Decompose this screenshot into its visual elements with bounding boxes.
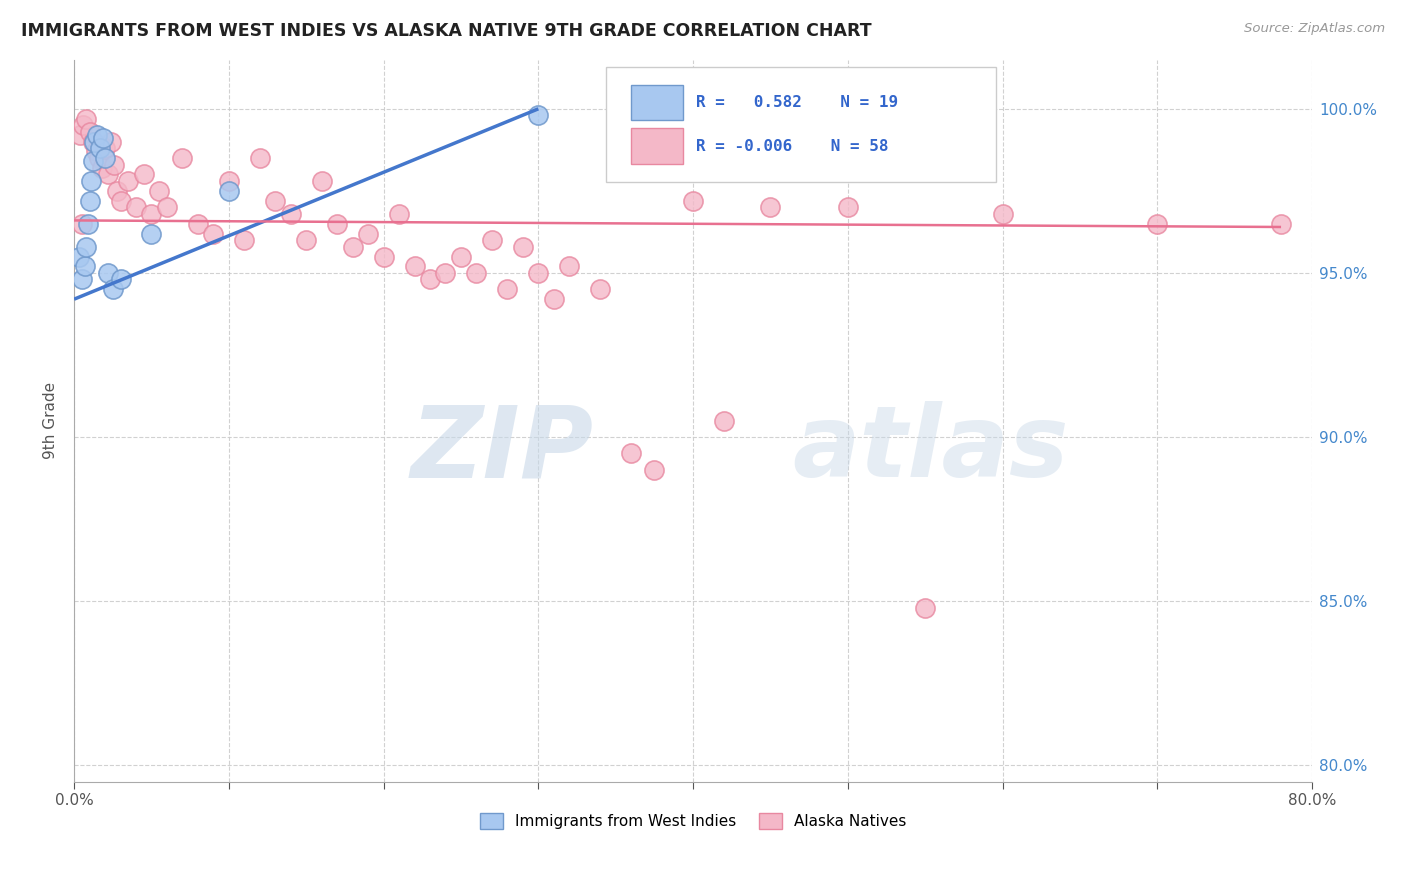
Y-axis label: 9th Grade: 9th Grade [44, 382, 58, 459]
Point [465, 266, 488, 280]
Point [79, 194, 101, 208]
Point [87, 151, 110, 165]
Text: R =   0.582    N = 19: R = 0.582 N = 19 [696, 95, 897, 111]
Point [1270, 217, 1292, 231]
Point [404, 260, 426, 274]
Point [100, 135, 122, 149]
Point [643, 463, 665, 477]
Point [682, 194, 704, 208]
Point [419, 272, 441, 286]
Point [620, 446, 643, 460]
Point [89, 141, 111, 155]
Point [110, 272, 132, 286]
Point [132, 168, 155, 182]
Legend: Immigrants from West Indies, Alaska Natives: Immigrants from West Indies, Alaska Nati… [474, 807, 912, 836]
Point [156, 200, 179, 214]
Point [172, 151, 194, 165]
FancyBboxPatch shape [631, 128, 683, 163]
Point [93, 131, 115, 145]
Point [82, 154, 104, 169]
Point [117, 174, 139, 188]
Point [218, 174, 240, 188]
Point [295, 233, 318, 247]
Point [141, 207, 163, 221]
Point [388, 207, 411, 221]
Point [110, 194, 132, 208]
Point [107, 184, 129, 198]
Point [70, 217, 93, 231]
Point [67, 250, 90, 264]
Point [97, 266, 120, 280]
Point [326, 217, 349, 231]
Point [914, 600, 936, 615]
Point [91, 161, 114, 175]
Point [342, 240, 364, 254]
Point [264, 194, 287, 208]
Point [77, 217, 100, 231]
Text: IMMIGRANTS FROM WEST INDIES VS ALASKA NATIVE 9TH GRADE CORRELATION CHART: IMMIGRANTS FROM WEST INDIES VS ALASKA NA… [21, 22, 872, 40]
Point [148, 184, 170, 198]
Point [86, 128, 108, 142]
Text: ZIP: ZIP [411, 401, 593, 498]
Point [280, 207, 302, 221]
Point [69, 128, 91, 142]
Point [94, 141, 117, 155]
Point [76, 112, 98, 126]
FancyBboxPatch shape [631, 85, 683, 120]
Point [76, 240, 98, 254]
Point [512, 240, 534, 254]
Point [249, 151, 271, 165]
Point [311, 174, 333, 188]
Point [101, 282, 124, 296]
Point [94, 151, 117, 165]
Point [72, 118, 94, 132]
Point [73, 260, 96, 274]
Point [527, 108, 550, 122]
Point [187, 217, 209, 231]
Point [79, 125, 101, 139]
Point [589, 282, 612, 296]
FancyBboxPatch shape [606, 67, 997, 182]
Point [233, 233, 256, 247]
Point [759, 200, 782, 214]
Point [83, 135, 105, 149]
Point [373, 250, 395, 264]
Point [713, 414, 735, 428]
Point [558, 260, 581, 274]
Point [103, 158, 125, 172]
Point [80, 174, 103, 188]
Point [991, 207, 1014, 221]
Point [434, 266, 457, 280]
Text: Source: ZipAtlas.com: Source: ZipAtlas.com [1244, 22, 1385, 36]
Point [450, 250, 472, 264]
Point [82, 135, 104, 149]
Point [481, 233, 503, 247]
Text: atlas: atlas [792, 401, 1069, 498]
Point [141, 227, 163, 241]
Text: R = -0.006    N = 58: R = -0.006 N = 58 [696, 139, 889, 153]
Point [97, 168, 120, 182]
Point [84, 145, 107, 159]
Point [218, 184, 240, 198]
Point [527, 266, 550, 280]
Point [837, 200, 859, 214]
Point [496, 282, 519, 296]
Point [202, 227, 225, 241]
Point [357, 227, 380, 241]
Point [543, 292, 565, 306]
Point [1146, 217, 1168, 231]
Point [70, 272, 93, 286]
Point [125, 200, 148, 214]
